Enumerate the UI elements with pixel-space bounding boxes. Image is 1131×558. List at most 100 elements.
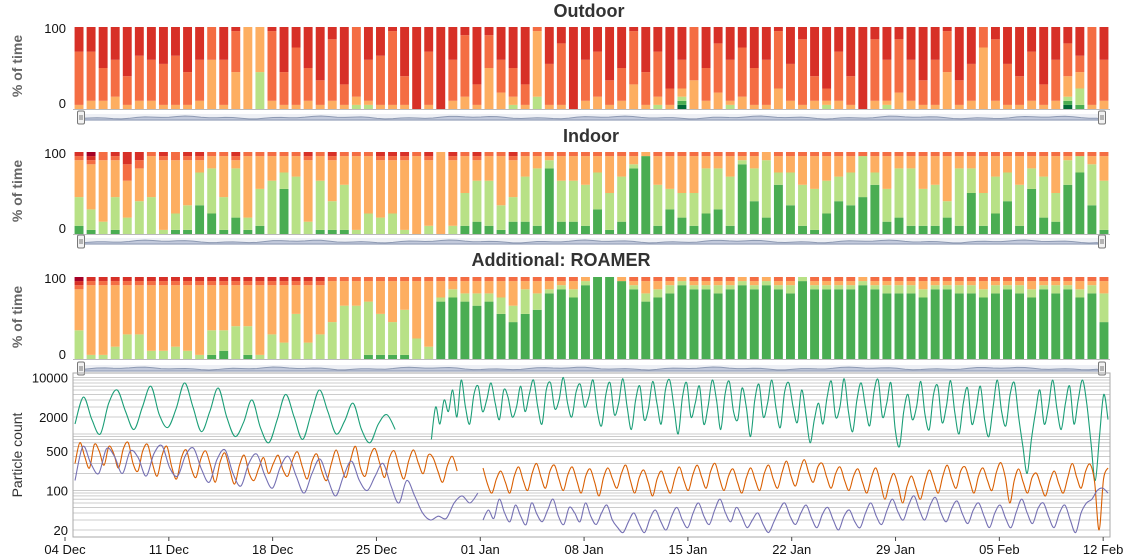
bar-segment [749,156,759,169]
bar-segment [1087,156,1097,165]
bar-segment [532,281,542,294]
bar-segment [363,277,373,282]
bar-segment [990,156,1000,177]
bar-segment [737,277,747,282]
bar-segment [207,156,217,169]
bar-segment [954,225,964,234]
navigator-handle[interactable] [1098,110,1106,125]
bar-segment [629,27,639,32]
bar-segment [786,205,795,234]
bar-segment [448,100,458,109]
bar-segment [954,156,964,169]
bar-segment [677,277,687,282]
bar-segment [761,217,771,234]
bar-segment [1075,27,1085,56]
bar-segment [86,277,96,282]
bar-segment [701,213,711,234]
navigator-handle[interactable] [1098,234,1106,249]
bar-segment [74,285,84,290]
navigator-handle[interactable] [77,361,85,376]
bar-segment [146,100,156,109]
bar-segment [894,285,904,294]
bar-segment [605,152,615,157]
bar-segment [363,281,373,302]
y-tick-label: 100 [46,483,68,498]
roamer-navigator[interactable] [77,361,1106,376]
bar-segment [713,209,723,234]
bar-segment [400,27,410,77]
bar-segment [532,31,542,97]
bar-segment [532,27,542,32]
bar-segment [954,285,964,294]
bar-segment [930,104,940,109]
bar-segment [713,92,723,109]
bar-segment [243,229,253,234]
bar-segment [990,100,1000,109]
bar-segment [894,152,904,157]
bar-segment [846,104,856,109]
bar-segment [195,160,205,173]
bar-segment [74,27,84,52]
navigator-handle[interactable] [77,110,85,125]
bar-segment [508,96,518,105]
bar-segment [894,277,904,282]
bar-segment [882,188,892,222]
bar-segment [1087,277,1097,282]
particle-lines [74,376,1109,534]
bar-segment [629,31,639,85]
bar-segment [195,100,205,109]
bar-segment [460,27,470,36]
outdoor-navigator[interactable] [77,110,1106,125]
bar-segment [701,156,711,169]
bar-segment [1027,156,1037,169]
bar-segment [171,27,180,56]
bar-segment [351,281,361,306]
bar-segment [882,156,892,189]
particle-y-ticks: 20 100 500 2000 10000 [32,370,68,537]
bar-segment [255,152,265,157]
bar-segment [315,285,325,335]
bar-segment [834,289,844,359]
bar-segment [267,152,277,157]
bar-segment [279,285,289,343]
bar-segment [472,156,482,161]
bar-segment [629,164,639,169]
bar-segment [496,229,506,234]
bar-segment [773,88,783,109]
bar-segment [544,293,554,359]
bar-segment [424,51,434,105]
bar-segment [846,289,856,359]
bar-segment [388,31,397,105]
bar-segment [1003,63,1012,105]
bar-segment [1003,285,1012,290]
bar-segment [665,156,675,189]
bar-segment [267,31,277,101]
bar-segment [798,184,807,226]
bar-segment [315,229,325,234]
bar-segment [798,225,807,234]
bar-segment [436,27,446,109]
bar-segment [1087,152,1097,157]
navigator-handle[interactable] [77,234,85,249]
date-x-ticks: 04 Dec 11 Dec 18 Dec 25 Dec 01 Jan 08 Jan 15 J… [44,537,1123,557]
bar-segment [653,297,663,359]
bar-segment [219,350,229,359]
bar-segment [544,281,554,290]
indoor-navigator[interactable] [77,234,1106,249]
bar-segment [954,152,964,157]
bar-segment [568,289,578,298]
bar-segment [279,152,289,157]
bar-segment [219,277,229,282]
bar-segment [761,59,771,105]
bar-segment [351,229,361,234]
bar-segment [267,277,277,282]
bar-segment [388,277,397,282]
bar-segment [930,152,940,157]
bar-segment [1015,156,1025,185]
bar-segment [894,217,904,234]
bar-segment [701,289,711,359]
bar-segment [122,217,132,234]
bar-segment [291,277,301,282]
navigator-handle[interactable] [1098,361,1106,376]
bar-segment [484,156,494,181]
